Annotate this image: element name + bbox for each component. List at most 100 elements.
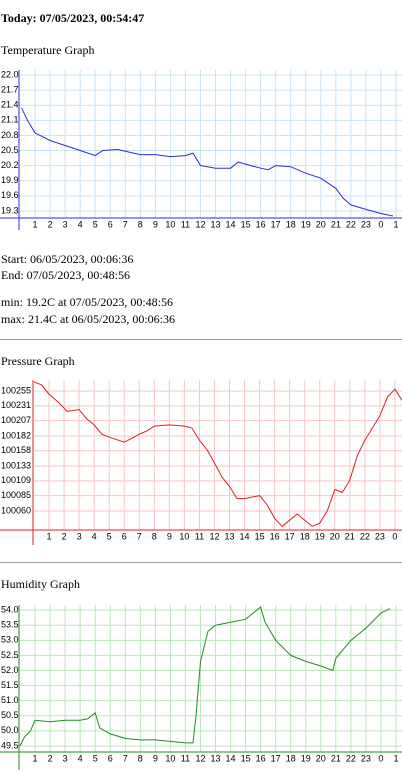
x-tick-label: 14 <box>240 531 250 541</box>
y-tick-label: 100158 <box>1 445 31 455</box>
x-tick-label: 19 <box>315 531 325 541</box>
x-tick-label: 23 <box>375 531 385 541</box>
x-tick-label: 6 <box>108 219 113 229</box>
x-tick-label: 18 <box>300 531 310 541</box>
section-title: Temperature Graph <box>1 43 95 57</box>
max: max: 21.4C at 06/05/2023, 00:06:36 <box>1 312 175 326</box>
y-tick-label: 19.9 <box>1 175 19 185</box>
x-tick-label: 8 <box>138 753 143 763</box>
y-tick-label: 53.5 <box>1 620 19 630</box>
y-tick-label: 49.5 <box>1 740 19 750</box>
today: Today: 07/05/2023, 00:54:47 <box>1 11 145 25</box>
x-tick-label: 7 <box>137 531 142 541</box>
x-tick-label: 0 <box>392 531 397 541</box>
x-tick-label: 4 <box>78 219 83 229</box>
x-tick-label: 22 <box>360 531 370 541</box>
y-tick-label: 19.6 <box>1 190 19 200</box>
x-tick-label: 11 <box>181 753 190 763</box>
x-tick-label: 9 <box>153 753 158 763</box>
x-tick-label: 13 <box>224 531 234 541</box>
x-tick-label: 2 <box>48 753 53 763</box>
x-tick-label: 14 <box>226 753 236 763</box>
x-tick-label: 15 <box>241 753 251 763</box>
x-tick-label: 9 <box>167 531 172 541</box>
x-tick-label: 10 <box>165 753 175 763</box>
x-tick-label: 5 <box>107 531 112 541</box>
x-tick-label: 1 <box>393 219 398 229</box>
x-tick-label: 16 <box>256 219 266 229</box>
x-tick-label: 23 <box>361 219 371 229</box>
y-tick-label: 100085 <box>1 490 31 500</box>
x-tick-label: 20 <box>316 753 326 763</box>
y-tick-label: 22.0 <box>1 69 19 79</box>
x-tick-label: 12 <box>195 219 205 229</box>
x-tick-label: 22 <box>346 219 356 229</box>
x-tick-label: 9 <box>153 219 158 229</box>
x-tick-label: 1 <box>33 219 38 229</box>
x-tick-label: 21 <box>331 219 341 229</box>
y-tick-label: 51.0 <box>1 695 19 705</box>
x-tick-label: 0 <box>378 219 383 229</box>
x-tick-label: 8 <box>152 531 157 541</box>
y-tick-label: 52.5 <box>1 650 19 660</box>
x-tick-label: 6 <box>108 753 113 763</box>
data-line <box>19 606 391 747</box>
x-tick-label: 21 <box>345 531 355 541</box>
x-tick-label: 10 <box>165 219 175 229</box>
section-title: Humidity Graph <box>1 577 80 591</box>
start: Start: 06/05/2023, 00:06:36 <box>1 252 134 266</box>
y-tick-label: 54.0 <box>1 605 19 615</box>
y-tick-label: 20.5 <box>1 145 19 155</box>
x-tick-label: 2 <box>62 531 67 541</box>
x-tick-label: 19 <box>301 219 311 229</box>
y-tick-label: 50.5 <box>1 710 19 720</box>
x-tick-label: 7 <box>123 753 128 763</box>
x-tick-label: 19 <box>301 753 311 763</box>
x-tick-label: 16 <box>256 753 266 763</box>
section-title: Pressure Graph <box>1 354 75 368</box>
data-line <box>33 381 402 527</box>
y-tick-label: 51.5 <box>1 680 19 690</box>
x-tick-label: 5 <box>93 219 98 229</box>
y-tick-label: 52.0 <box>1 665 19 675</box>
x-tick-label: 3 <box>77 531 82 541</box>
x-tick-label: 13 <box>211 219 221 229</box>
x-tick-label: 7 <box>123 219 128 229</box>
y-tick-label: 100109 <box>1 475 31 485</box>
x-tick-label: 20 <box>330 531 340 541</box>
x-tick-label: 6 <box>122 531 127 541</box>
x-tick-label: 23 <box>361 753 371 763</box>
y-tick-label: 50.0 <box>1 725 19 735</box>
humidity-chart: 49.5 50.0 50.5 51.0 51.5 52.0 52.5 53.0 53.5 54.0… <box>0 605 402 770</box>
y-tick-label: 20.2 <box>1 160 19 170</box>
x-tick-label: 17 <box>271 753 281 763</box>
x-tick-label: 4 <box>78 753 83 763</box>
x-tick-label: 21 <box>331 753 341 763</box>
temperature-chart: 19.3 19.6 19.9 20.2 20.5 20.8 21.1 21.4 21.7 22.0… <box>0 69 402 230</box>
x-tick-label: 1 <box>47 531 52 541</box>
divider <box>0 339 402 340</box>
pressure-chart: 100060 100085 100109 100133 100158 100182 1002… <box>0 380 402 545</box>
x-tick-label: 18 <box>286 753 296 763</box>
x-tick-label: 14 <box>226 219 236 229</box>
x-tick-label: 0 <box>378 753 383 763</box>
y-tick-label: 100182 <box>1 430 31 440</box>
x-tick-label: 3 <box>63 753 68 763</box>
x-tick-label: 13 <box>211 753 221 763</box>
x-tick-label: 12 <box>195 753 205 763</box>
x-tick-label: 20 <box>316 219 326 229</box>
end: End: 07/05/2023, 00:48:56 <box>1 268 130 282</box>
y-tick-label: 21.7 <box>1 85 19 95</box>
x-tick-label: 15 <box>255 531 265 541</box>
y-tick-label: 100133 <box>1 460 31 470</box>
x-tick-label: 2 <box>48 219 53 229</box>
y-tick-label: 100231 <box>1 400 31 410</box>
y-tick-label: 100255 <box>1 385 31 395</box>
x-tick-label: 15 <box>241 219 251 229</box>
x-tick-label: 17 <box>271 219 281 229</box>
y-tick-label: 53.0 <box>1 635 19 645</box>
x-tick-label: 16 <box>270 531 280 541</box>
y-tick-label: 100207 <box>1 415 31 425</box>
y-tick-label: 100060 <box>1 505 31 515</box>
